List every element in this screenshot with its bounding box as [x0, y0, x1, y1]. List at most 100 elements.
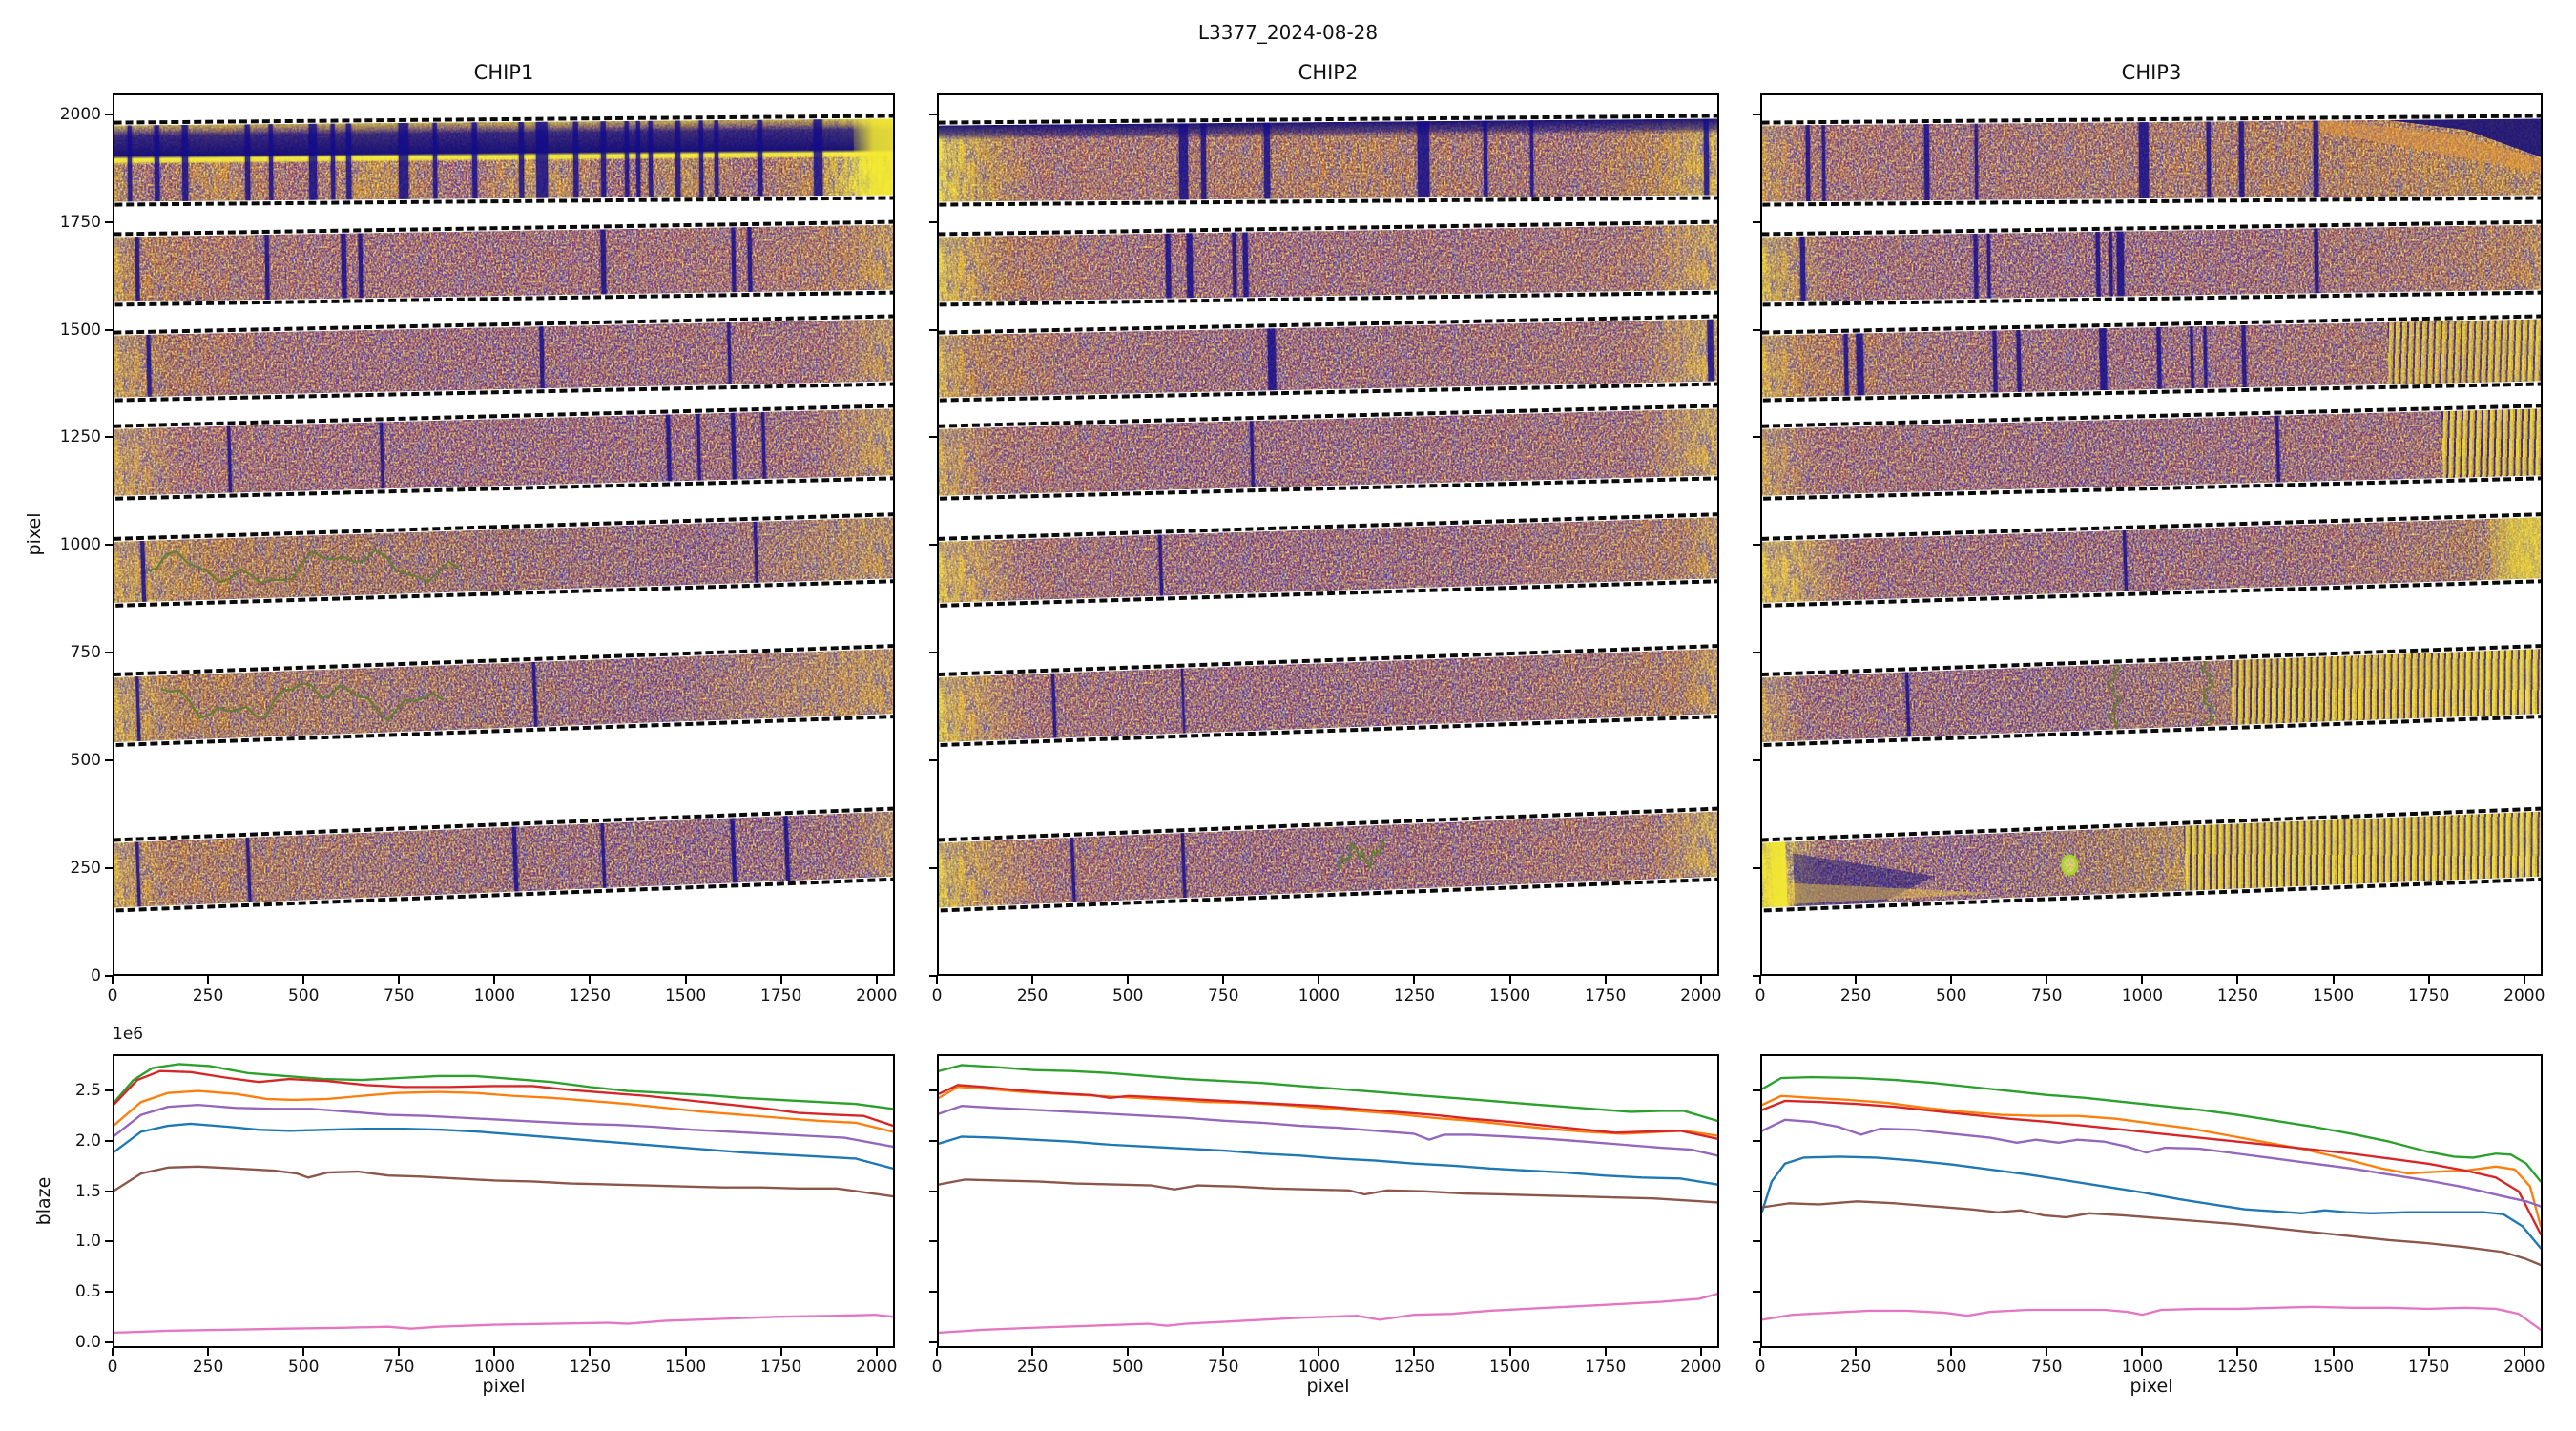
x-tick-label: 750	[384, 1358, 415, 1377]
x-tick-mark	[589, 976, 592, 984]
order-spectrum-image	[114, 224, 893, 302]
order-spectrum-image	[1762, 516, 2541, 604]
x-tick-mark	[1699, 1348, 1702, 1356]
spectral-order-stripe	[114, 314, 893, 403]
absorption-line	[1178, 123, 1189, 200]
y-tick-mark	[105, 544, 113, 547]
image-panel-chip2	[937, 93, 1719, 976]
y-tick-mark	[105, 436, 113, 439]
blaze-panel-chip2	[937, 1054, 1719, 1348]
x-tick-label: 250	[192, 1358, 224, 1377]
x-tick-label: 1000	[1298, 1358, 1340, 1377]
y-tick-mark	[929, 975, 937, 977]
absorption-line	[757, 119, 763, 197]
x-tick-mark	[2236, 976, 2239, 984]
absorption-line	[624, 120, 630, 197]
x-tick-label: 2000	[856, 1358, 898, 1377]
spectrum-noise-texture	[1762, 118, 2541, 202]
absorption-line	[536, 121, 549, 198]
y-tick-mark	[929, 652, 937, 654]
y-tick-mark	[929, 328, 937, 331]
y-tick-label: 750	[70, 643, 101, 663]
x-tick-label: 1000	[2121, 1358, 2164, 1377]
absorption-line	[1799, 236, 1806, 301]
absorption-line	[268, 124, 274, 201]
absorption-line	[341, 233, 347, 299]
y-tick-mark	[1753, 220, 1760, 223]
x-tick-mark	[398, 1348, 401, 1356]
x-tick-mark	[112, 976, 114, 984]
x-tick-mark	[1759, 976, 1761, 984]
x-tick-label: 500	[287, 986, 320, 1006]
x-tick-label: 0	[931, 986, 943, 1006]
blaze-curve-order-1	[939, 1135, 1717, 1186]
y-tick-label: 1.0	[74, 1232, 101, 1252]
order-spectrum-image	[1762, 118, 2541, 202]
x-tick-mark	[2427, 976, 2430, 984]
spectral-order-stripe	[1762, 114, 2541, 207]
order-spectrum-image	[1762, 648, 2541, 743]
spectral-order-stripe	[114, 806, 893, 913]
x-tick-label: 1750	[1585, 986, 1627, 1006]
y-tick-mark	[929, 113, 937, 115]
y-tick-mark	[105, 1291, 113, 1294]
blaze-curve-order-2	[1762, 1094, 2541, 1228]
y-tick-mark	[105, 1240, 113, 1243]
spectrum-noise-texture	[1762, 516, 2541, 604]
y-tick-mark	[929, 1190, 937, 1192]
x-tick-label: 750	[384, 986, 415, 1006]
x-tick-mark	[779, 976, 782, 984]
x-tick-mark	[398, 976, 401, 984]
absorption-line	[2098, 328, 2108, 391]
vertical-band-overlay	[114, 118, 893, 202]
spectrum-noise-texture	[1762, 407, 2541, 497]
spectral-order-stripe	[939, 806, 1717, 913]
order-spectrum-image	[939, 648, 1717, 743]
order-spectrum-image	[939, 118, 1717, 202]
x-tick-label: 250	[1016, 986, 1049, 1006]
x-tick-mark	[936, 1348, 938, 1356]
x-tick-mark	[875, 1348, 878, 1356]
spectrum-noise-texture	[939, 811, 1717, 908]
absorption-line	[1805, 125, 1811, 202]
spectrum-noise-texture	[939, 224, 1717, 302]
x-tick-label: 1500	[1488, 986, 1531, 1006]
x-tick-label: 0	[107, 1358, 118, 1377]
x-tick-label: 0	[107, 986, 118, 1006]
absorption-line	[635, 120, 641, 197]
absorption-line	[399, 122, 409, 199]
blaze-curve-order-4	[1762, 1099, 2541, 1235]
blaze-curve-order-2	[114, 1089, 893, 1133]
y-tick-mark	[929, 436, 937, 439]
y-tick-mark	[1753, 436, 1760, 439]
spectrum-noise-texture	[1762, 319, 2541, 398]
spectrum-noise-texture	[1762, 224, 2541, 302]
x-tick-label: 0	[1755, 986, 1766, 1006]
absorption-line	[127, 125, 133, 202]
spectral-order-stripe	[114, 403, 893, 502]
y-tick-mark	[105, 1341, 113, 1343]
absorption-line	[1242, 232, 1249, 298]
x-tick-label: 2000	[1680, 986, 1722, 1006]
y-tick-label: 2.5	[74, 1080, 101, 1100]
absorption-line	[244, 124, 251, 201]
blaze-curve-order-7	[114, 1313, 893, 1335]
x-tick-mark	[1855, 1348, 1858, 1356]
x-tick-mark	[2141, 1348, 2144, 1356]
spectrum-noise-texture	[114, 811, 893, 908]
spectral-order-stripe	[114, 643, 893, 748]
y-tick-mark	[929, 1341, 937, 1343]
x-tick-label: 250	[1839, 1358, 1872, 1377]
absorption-line	[2207, 121, 2212, 198]
absorption-line	[2116, 231, 2125, 297]
x-tick-mark	[2332, 1348, 2335, 1356]
blaze-curve-order-6	[939, 1178, 1717, 1204]
x-tick-mark	[1604, 976, 1607, 984]
y-tick-mark	[105, 867, 113, 870]
x-tick-label: 1250	[1393, 986, 1436, 1006]
x-tick-label: 1250	[569, 986, 612, 1006]
order-spectrum-image	[1762, 811, 2541, 908]
y-tick-label: 0.0	[74, 1333, 101, 1352]
absorption-line	[698, 120, 704, 197]
spectral-order-stripe	[1762, 806, 2541, 913]
